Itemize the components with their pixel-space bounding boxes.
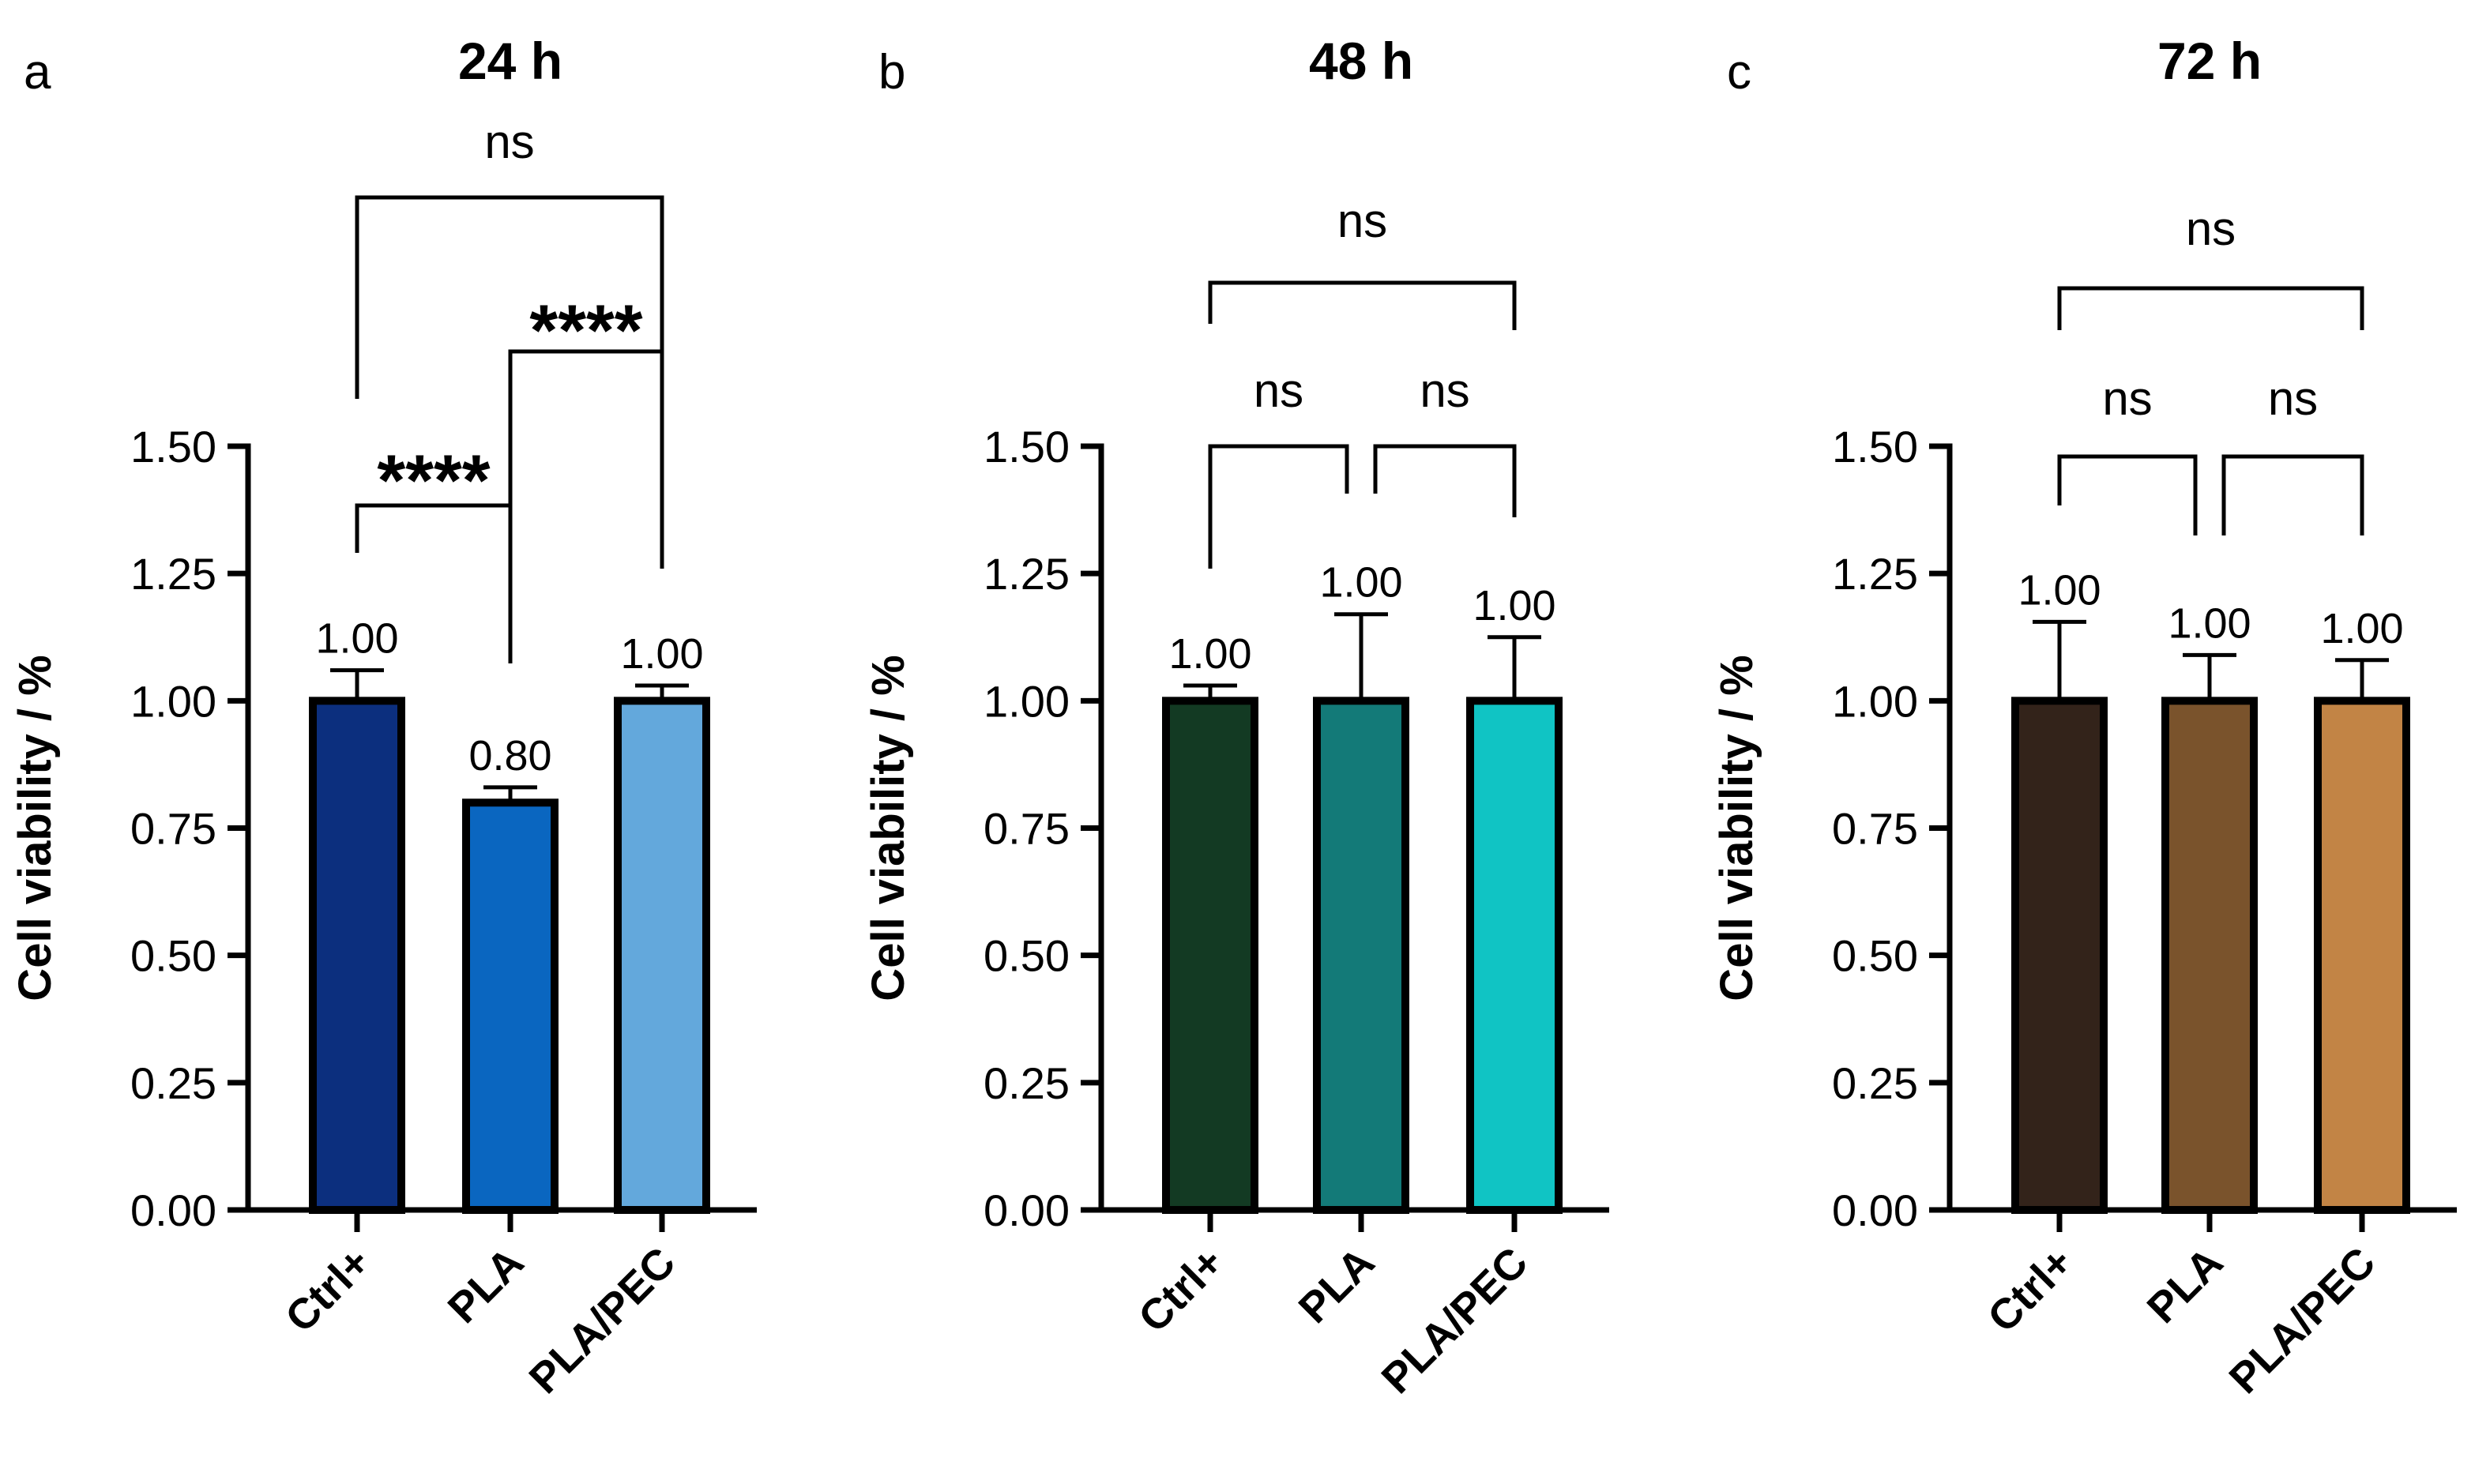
significance-bracket bbox=[1208, 444, 1349, 569]
significance-bracket bbox=[1208, 280, 1517, 330]
y-tick-label: 1.25 bbox=[1832, 549, 1918, 599]
y-tick-label: 0.25 bbox=[1832, 1058, 1918, 1108]
y-tick-label: 0.25 bbox=[984, 1058, 1070, 1108]
x-tick-label: PLA bbox=[439, 1238, 533, 1332]
y-tick-label: 0.00 bbox=[130, 1185, 216, 1235]
panel-letter: a bbox=[24, 45, 51, 100]
data-label: 1.00 bbox=[2168, 599, 2251, 647]
x-tick-label: Ctrl+ bbox=[276, 1238, 379, 1341]
y-tick-label: 0.50 bbox=[1832, 931, 1918, 981]
y-axis-label: Cell viability / % bbox=[9, 655, 61, 1001]
chart-title: 72 h bbox=[2157, 32, 2262, 90]
y-tick-label: 0.75 bbox=[1832, 804, 1918, 854]
y-tick-label: 0.25 bbox=[130, 1058, 216, 1108]
significance-label: ns bbox=[1420, 364, 1469, 417]
significance-label: ns bbox=[2268, 372, 2318, 425]
data-label: 1.00 bbox=[1473, 582, 1555, 629]
chart-title: 48 h bbox=[1309, 32, 1413, 90]
x-tick-label: PLA/PEC bbox=[521, 1238, 685, 1403]
significance-bracket bbox=[355, 195, 664, 569]
y-tick-label: 1.50 bbox=[1832, 422, 1918, 471]
significance-bracket bbox=[355, 503, 513, 663]
data-label: 1.00 bbox=[620, 630, 703, 678]
panel-letter: c bbox=[1727, 45, 1751, 100]
x-tick-label: PLA bbox=[1290, 1238, 1384, 1332]
y-tick-label: 0.75 bbox=[130, 804, 216, 854]
significance-label: ns bbox=[1254, 364, 1303, 417]
significance-bracket bbox=[2221, 454, 2364, 535]
bar-pla bbox=[1313, 697, 1409, 1214]
data-label: 0.80 bbox=[468, 732, 551, 780]
x-tick-label: PLA/PEC bbox=[1373, 1238, 1537, 1403]
significance-label: **** bbox=[377, 441, 490, 521]
bar-pla-pec bbox=[614, 697, 710, 1214]
bar-pla-pec bbox=[1466, 697, 1563, 1214]
bar-pla bbox=[462, 798, 559, 1214]
panel-letter: b bbox=[878, 45, 905, 100]
y-axis-label: Cell viability / % bbox=[863, 655, 914, 1001]
y-tick-label: 1.25 bbox=[130, 549, 216, 599]
y-tick-label: 1.00 bbox=[130, 676, 216, 726]
data-label: 1.00 bbox=[2018, 566, 2101, 614]
significance-label: ns bbox=[2102, 372, 2152, 425]
significance-bracket bbox=[508, 349, 664, 569]
chart-panel-c: c 72 h 0.00 0.25 0.50 0.75 1.00 1.25 1.50 Cell vi… bbox=[1711, 32, 2457, 1403]
y-tick-label: 0.50 bbox=[984, 931, 1070, 981]
significance-bracket bbox=[1373, 444, 1517, 517]
data-label: 1.00 bbox=[315, 615, 398, 663]
significance-label: ns bbox=[2186, 202, 2236, 255]
y-tick-label: 1.50 bbox=[130, 422, 216, 471]
y-tick-label: 0.50 bbox=[130, 931, 216, 981]
y-tick-label: 0.00 bbox=[984, 1185, 1070, 1235]
bar-ctrl- bbox=[309, 697, 405, 1214]
significance-label: ns bbox=[1337, 194, 1387, 247]
x-tick-label: Ctrl+ bbox=[1979, 1238, 2082, 1341]
significance-label: **** bbox=[529, 291, 642, 371]
y-tick-label: 1.25 bbox=[984, 549, 1070, 599]
y-axis-label: Cell viability / % bbox=[1711, 655, 1762, 1001]
bar-ctrl- bbox=[2011, 697, 2108, 1214]
y-tick-label: 0.75 bbox=[984, 804, 1070, 854]
bar-pla-pec bbox=[2314, 697, 2410, 1214]
x-tick-label: PLA/PEC bbox=[2221, 1238, 2385, 1403]
x-tick-label: Ctrl+ bbox=[1130, 1238, 1232, 1341]
data-label: 1.00 bbox=[1168, 630, 1251, 678]
data-label: 1.00 bbox=[1319, 559, 1402, 607]
x-tick-label: PLA bbox=[2138, 1238, 2232, 1332]
significance-label: ns bbox=[484, 115, 534, 168]
y-tick-label: 1.00 bbox=[984, 676, 1070, 726]
bar-pla bbox=[2161, 697, 2258, 1214]
significance-bracket bbox=[2057, 286, 2364, 330]
chart-panel-b: b 48 h 0.00 0.25 0.50 0.75 1.00 1.25 1.50 Cell vi… bbox=[863, 32, 1609, 1403]
chart-title: 24 h bbox=[458, 32, 562, 90]
data-label: 1.00 bbox=[2320, 605, 2403, 652]
y-tick-label: 0.00 bbox=[1832, 1185, 1918, 1235]
chart-panel-a: a 24 h 0.00 0.25 0.50 0.75 1.00 1.25 1.50 Cell vi… bbox=[9, 32, 757, 1403]
y-tick-label: 1.00 bbox=[1832, 676, 1918, 726]
y-tick-label: 1.50 bbox=[984, 422, 1070, 471]
bar-ctrl- bbox=[1162, 697, 1258, 1214]
significance-bracket bbox=[2057, 454, 2198, 535]
